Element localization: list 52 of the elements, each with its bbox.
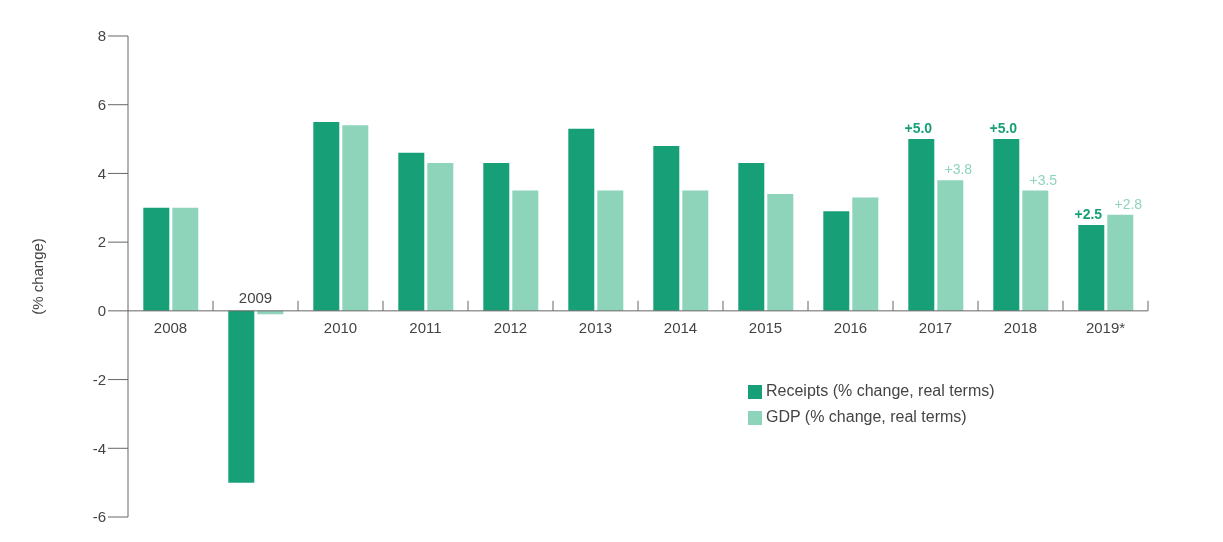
y-axis-title: (% change) [29, 238, 47, 315]
x-tick-label: 2011 [409, 318, 442, 336]
bar [1078, 224, 1105, 311]
y-tick-label: 8 [97, 27, 106, 45]
bar [653, 145, 680, 311]
bar [738, 163, 765, 311]
x-tick-label: 2018 [1003, 318, 1038, 336]
x-tick-label: 2010 [323, 318, 358, 336]
bar [512, 190, 539, 311]
bar [908, 139, 935, 311]
bar [398, 152, 425, 311]
bar [427, 163, 454, 311]
legend-label: GDP (% change, real terms) [766, 408, 967, 425]
data-label: +3.8 [944, 161, 973, 178]
legend-label: Receipts (% change, real terms) [766, 382, 995, 399]
y-tick-label: -4 [92, 439, 106, 457]
bar [172, 207, 199, 311]
x-tick-label: 2015 [748, 318, 783, 336]
bar [143, 207, 170, 311]
y-tick-label: -2 [92, 370, 106, 388]
bar [1022, 190, 1049, 311]
x-tick-label: 2008 [153, 318, 188, 336]
bar [682, 190, 709, 311]
data-label: +2.5 [1074, 205, 1103, 222]
y-tick-label: 4 [97, 164, 106, 182]
bar [767, 194, 794, 311]
x-tick-label: 2009 [238, 288, 273, 306]
bar [568, 128, 595, 311]
x-tick-label: 2014 [663, 318, 698, 336]
bar [993, 139, 1020, 311]
data-label: +2.8 [1114, 195, 1143, 212]
x-tick-label: 2013 [578, 318, 613, 336]
bar [937, 180, 964, 311]
bar [342, 125, 369, 311]
data-label: +3.5 [1029, 171, 1058, 188]
bar [483, 163, 510, 311]
bar [228, 310, 255, 483]
data-label: +5.0 [904, 120, 933, 137]
data-label: +5.0 [989, 120, 1018, 137]
x-tick-label: 2017 [918, 318, 953, 336]
bar [597, 190, 624, 311]
bar [313, 121, 340, 311]
bar [1107, 214, 1134, 311]
y-tick-label: 0 [97, 302, 106, 320]
bar [852, 197, 879, 311]
x-tick-label: 2016 [833, 318, 868, 336]
x-tick-label: 2019* [1085, 318, 1126, 336]
y-tick-label: -6 [92, 508, 106, 526]
bar [823, 211, 850, 311]
y-tick-label: 2 [97, 233, 106, 251]
x-tick-label: 2012 [493, 318, 528, 336]
y-tick-label: 6 [97, 96, 106, 114]
